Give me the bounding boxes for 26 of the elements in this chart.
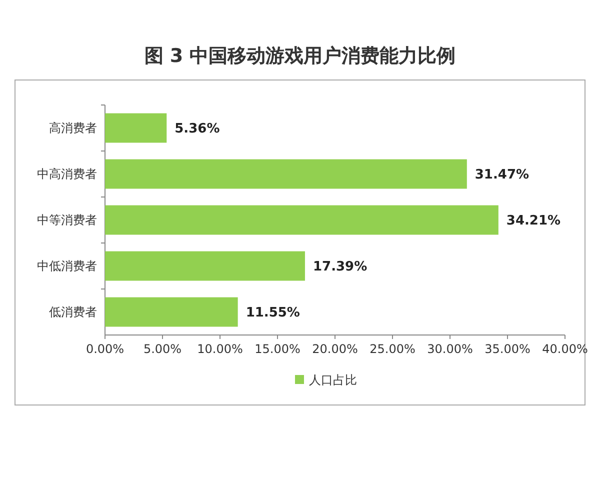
y-tick-label: 高消费者	[49, 121, 97, 136]
y-tick-label: 中等消费者	[37, 213, 97, 228]
x-tick-label: 5.00%	[143, 342, 182, 356]
y-tick-label: 中低消费者	[37, 259, 97, 274]
x-tick-label: 20.00%	[312, 342, 358, 356]
x-tick-label: 35.00%	[484, 342, 530, 356]
x-tick-label: 25.00%	[370, 342, 416, 356]
data-label: 31.47%	[474, 168, 530, 183]
y-tick-label: 中高消费者	[37, 167, 97, 182]
data-label: 17.39%	[312, 260, 368, 275]
bar	[105, 159, 467, 189]
y-tick-label: 低消费者	[49, 305, 97, 320]
data-label: 11.55%	[246, 306, 300, 321]
x-tick-label: 15.00%	[254, 342, 300, 356]
x-tick-label: 0.00%	[86, 342, 124, 356]
data-label: 5.36%	[174, 122, 220, 137]
x-tick-label: 10.00%	[197, 342, 243, 356]
legend-label: 人口占比	[309, 373, 357, 388]
bar	[105, 113, 167, 143]
x-tick-label: 30.00%	[427, 342, 473, 356]
x-tick-label: 40.00%	[542, 342, 588, 356]
chart-title: 图 3 中国移动游戏用户消费能力比例	[144, 45, 456, 67]
bar	[105, 205, 498, 235]
bar	[105, 251, 305, 281]
data-label: 34.21%	[506, 214, 561, 229]
bar	[105, 297, 238, 327]
